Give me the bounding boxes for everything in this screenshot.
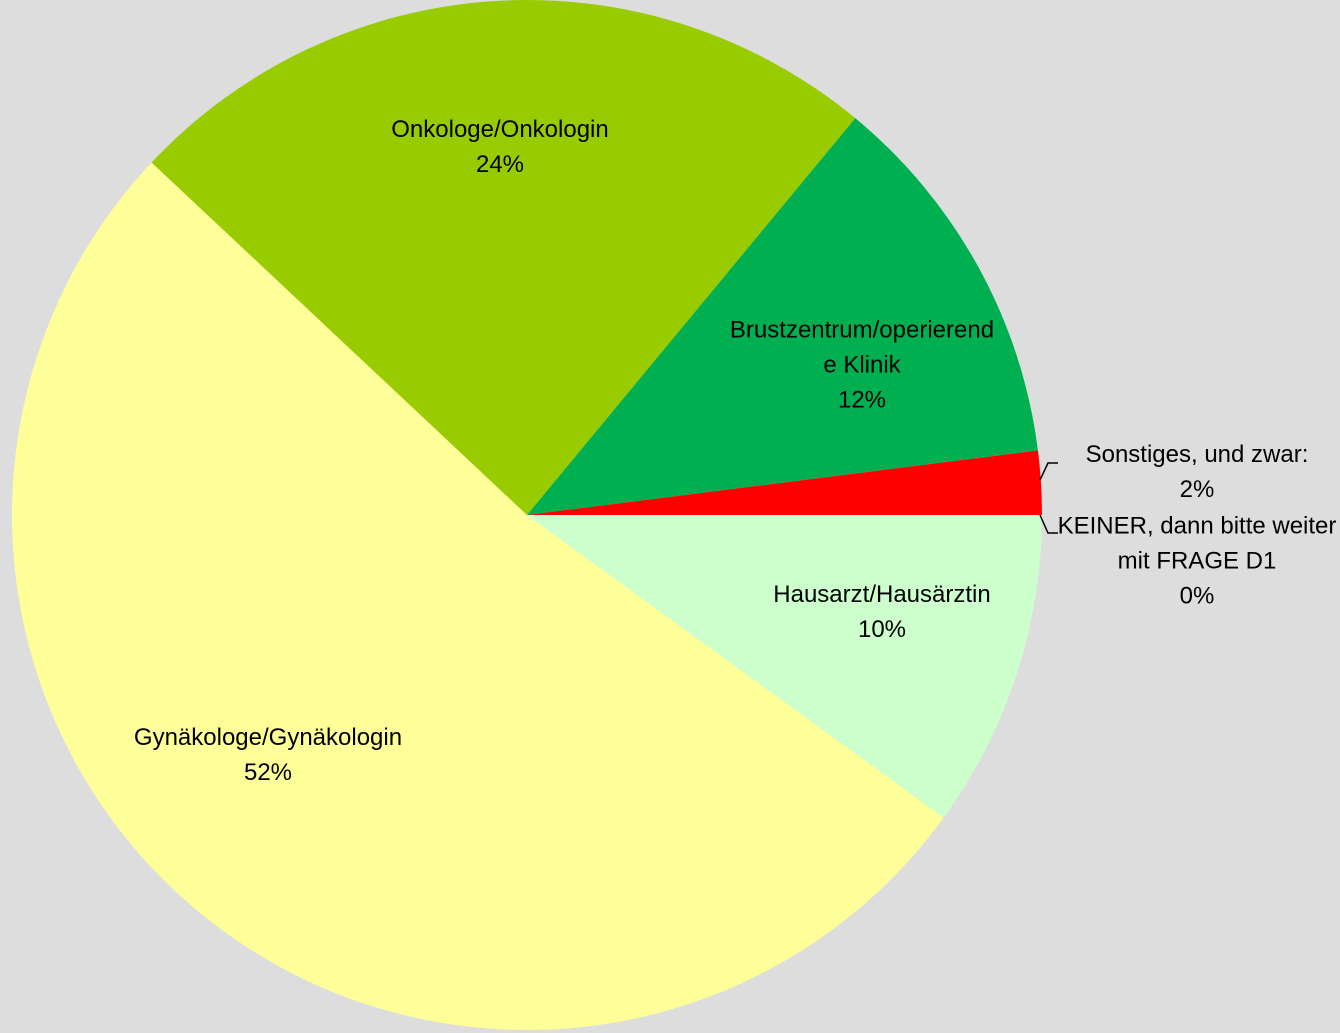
pie-slice xyxy=(527,118,1038,516)
category-label: KEINER, dann bitte weiter mit FRAGE D1 xyxy=(1057,512,1337,575)
slice-label: Hausarzt/Hausärztin 10% xyxy=(732,577,1032,647)
value-label: 0% xyxy=(1179,582,1215,610)
value-label: 24% xyxy=(475,151,525,178)
category-label: Brustzentrum/operierende Klinik xyxy=(729,316,995,379)
category-label: Sonstiges, und zwar: xyxy=(1085,441,1309,468)
value-label: 2% xyxy=(1179,476,1215,503)
pie-slice xyxy=(527,515,1042,818)
category-label: Gynäkologe/Gynäkologin xyxy=(133,724,403,751)
category-label: Hausarzt/Hausärztin xyxy=(773,581,991,608)
slice-label: Onkologe/Onkologin 24% xyxy=(350,112,650,182)
leader-line xyxy=(1039,514,1058,534)
value-label: 52% xyxy=(243,759,293,786)
slice-label: Gynäkologe/Gynäkologin 52% xyxy=(88,720,448,790)
category-label: Onkologe/Onkologin xyxy=(391,116,609,143)
value-label: 12% xyxy=(837,386,887,414)
slice-label: Sonstiges, und zwar: 2% xyxy=(1056,437,1338,507)
value-label: 10% xyxy=(857,616,907,643)
slice-label: KEINER, dann bitte weiter mit FRAGE D1 0% xyxy=(1056,509,1338,614)
leader-line xyxy=(1039,462,1058,481)
pie-slice xyxy=(151,0,856,515)
pie-slice xyxy=(11,162,944,1031)
pie-slice xyxy=(527,450,1042,515)
slice-label: Brustzentrum/operierende Klinik 12% xyxy=(728,313,996,418)
